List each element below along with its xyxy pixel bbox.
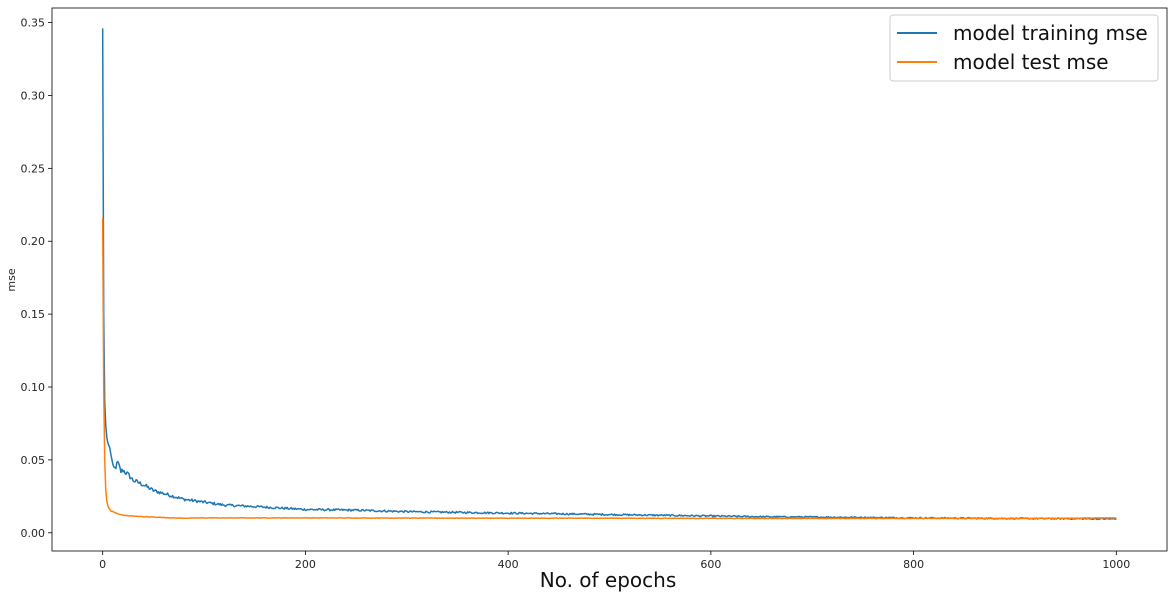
legend: model training mse model test mse — [889, 14, 1159, 82]
y-tick-label: 0.00 — [21, 527, 46, 540]
y-axis-title: mse — [5, 268, 18, 291]
x-axis-ticks: 0 200 400 600 800 1000 — [99, 551, 1130, 571]
y-tick-label: 0.20 — [21, 235, 46, 248]
x-tick-label: 1000 — [1102, 558, 1130, 571]
legend-label-test: model test mse — [953, 50, 1109, 74]
x-tick-label: 600 — [700, 558, 721, 571]
y-tick-label: 0.05 — [21, 454, 46, 467]
legend-label-training: model training mse — [953, 21, 1148, 45]
y-tick-label: 0.30 — [21, 89, 46, 102]
legend-box — [889, 14, 1159, 82]
series-line-test — [101, 217, 1117, 520]
x-tick-label: 800 — [903, 558, 924, 571]
y-tick-label: 0.25 — [21, 162, 46, 175]
y-tick-label: 0.35 — [21, 17, 46, 30]
y-tick-label: 0.10 — [21, 381, 46, 394]
x-tick-label: 200 — [295, 558, 316, 571]
plot-area — [51, 7, 1168, 552]
x-tick-label: 0 — [99, 558, 106, 571]
y-axis-ticks: 0.00 0.05 0.10 0.15 0.20 0.25 0.30 0.35 — [21, 17, 52, 540]
y-tick-label: 0.15 — [21, 308, 46, 321]
x-axis-title: No. of epochs — [540, 568, 677, 592]
x-tick-label: 400 — [498, 558, 519, 571]
series-lines — [101, 28, 1117, 521]
